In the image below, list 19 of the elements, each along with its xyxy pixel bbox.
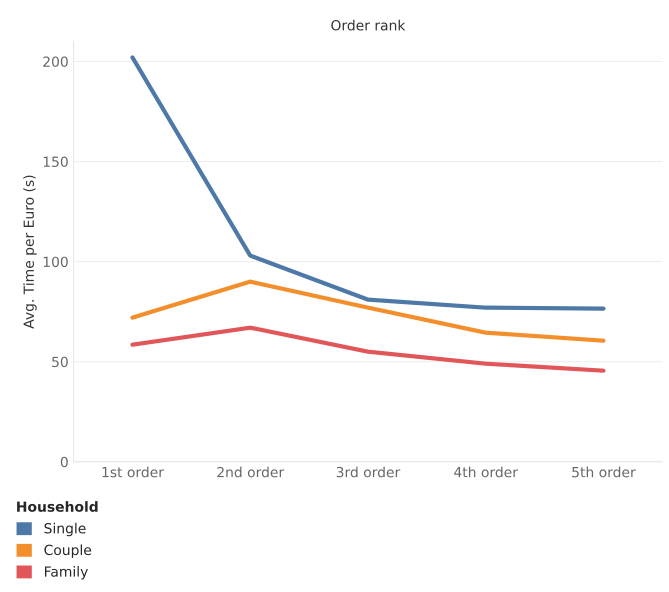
legend-title: Household <box>17 501 98 512</box>
y-tick-label: 0 <box>60 456 68 468</box>
x-tick-label: 1st order <box>102 466 164 478</box>
y-tick-label: 50 <box>52 356 68 368</box>
legend-label: Single <box>44 522 86 536</box>
y-tick-label: 150 <box>44 156 68 168</box>
y-tick-label: 100 <box>44 256 68 268</box>
x-axis-title: Order rank <box>331 20 406 31</box>
line-series <box>130 55 606 311</box>
line-series <box>130 326 606 373</box>
line-series <box>130 280 606 343</box>
legend-label: Family <box>44 566 88 580</box>
x-tick-label: 3rd order <box>336 466 400 478</box>
x-tick-label: 2nd order <box>217 466 284 478</box>
legend-label: Couple <box>44 544 92 558</box>
x-tick-label: 4th order <box>454 466 518 478</box>
y-tick-label: 200 <box>43 56 68 67</box>
y-axis-title: Avg. Time per Euro (s) <box>23 176 37 329</box>
x-tick-label: 5th order <box>572 466 636 478</box>
